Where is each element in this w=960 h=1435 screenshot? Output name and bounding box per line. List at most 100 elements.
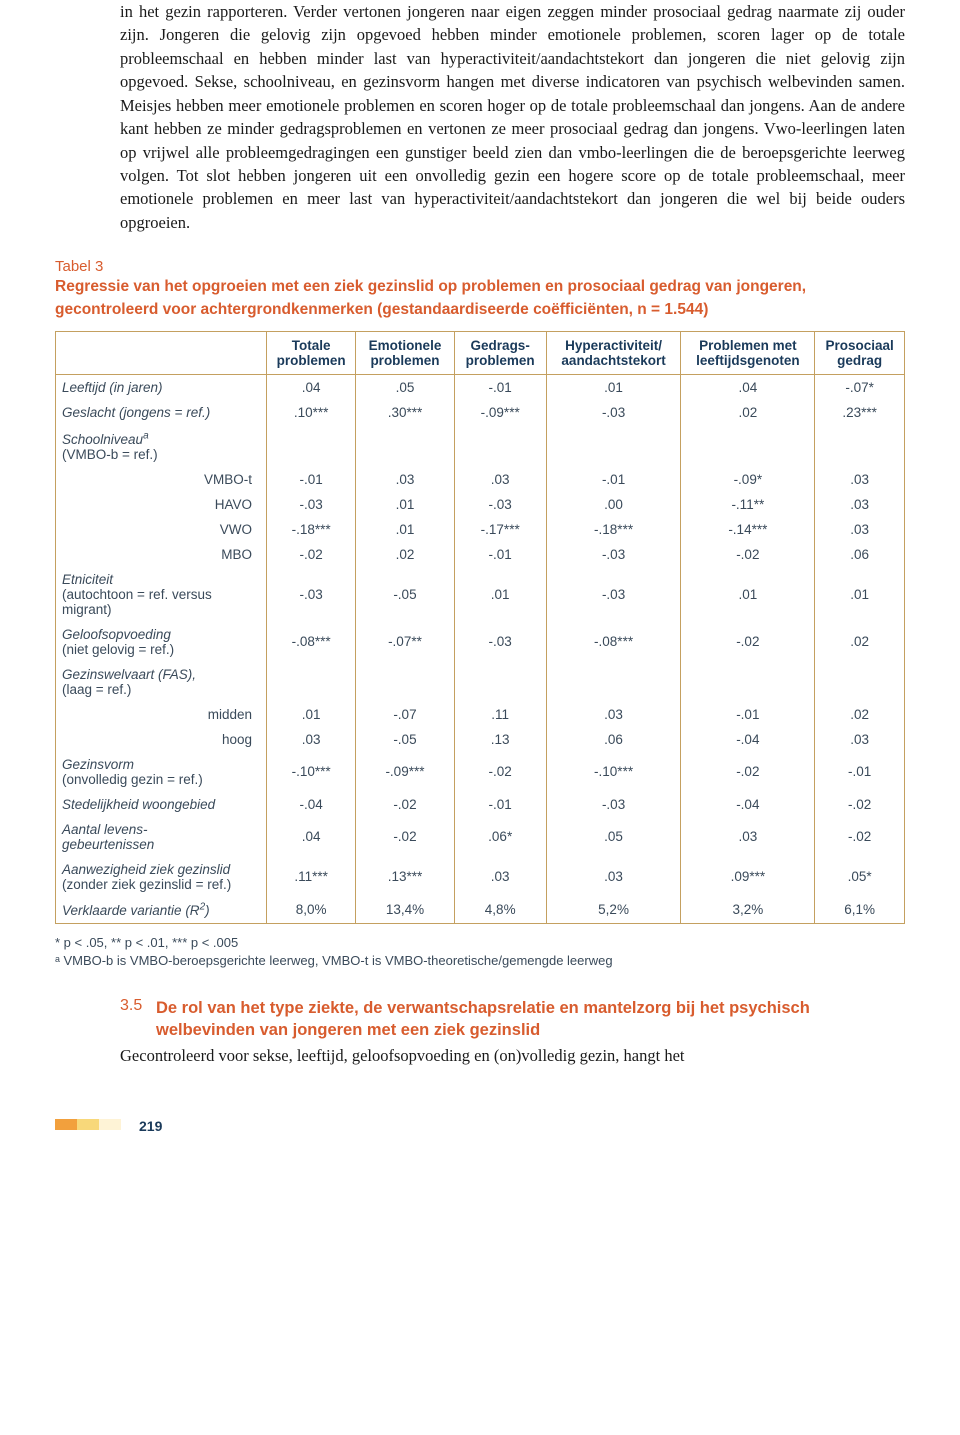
table-cell: -.03	[546, 400, 681, 425]
table-row: Aantal levens-gebeurtenissen.04-.02.06*.…	[56, 817, 905, 857]
table-cell: -.09*	[681, 467, 815, 492]
table-cell: .01	[454, 567, 546, 622]
table-cell: -.10***	[267, 752, 356, 792]
table-cell: -.04	[681, 792, 815, 817]
row-label: MBO	[56, 542, 267, 567]
table-cell: .06	[546, 727, 681, 752]
table-cell	[356, 662, 454, 702]
table-cell: .11	[454, 702, 546, 727]
table-cell: 13,4%	[356, 897, 454, 924]
row-label: HAVO	[56, 492, 267, 517]
table-cell: -.02	[454, 752, 546, 792]
table-cell: -.07**	[356, 622, 454, 662]
table-cell: .02	[815, 702, 905, 727]
col-header: Totale problemen	[267, 332, 356, 375]
table-cell: -.17***	[454, 517, 546, 542]
table-cell: -.01	[546, 467, 681, 492]
table-row: Gezinswelvaart (FAS),(laag = ref.)	[56, 662, 905, 702]
table-cell: 3,2%	[681, 897, 815, 924]
table-cell	[267, 425, 356, 467]
table-cell: -.07	[356, 702, 454, 727]
table-row: Etniciteit(autochtoon = ref. versus migr…	[56, 567, 905, 622]
table-row: Verklaarde variantie (R2)8,0%13,4%4,8%5,…	[56, 897, 905, 924]
row-label: hoog	[56, 727, 267, 752]
table-cell: .13***	[356, 857, 454, 897]
section-number: 3.5	[120, 997, 152, 1015]
table-cell	[681, 662, 815, 702]
table-cell: -.01	[815, 752, 905, 792]
table-cell	[454, 425, 546, 467]
section-heading: 3.5 De rol van het type ziekte, de verwa…	[55, 997, 905, 1042]
section-body: Gecontroleerd voor sekse, leeftijd, gelo…	[55, 1044, 905, 1067]
table-row: Gezinsvorm(onvolledig gezin = ref.)-.10*…	[56, 752, 905, 792]
table-cell: .03	[267, 727, 356, 752]
table-cell	[681, 425, 815, 467]
table-cell: -.02	[681, 622, 815, 662]
table-cell: .05*	[815, 857, 905, 897]
intro-paragraph: in het gezin rapporteren. Verder vertone…	[55, 0, 905, 234]
table-cell	[356, 425, 454, 467]
header-blank	[56, 332, 267, 375]
footnote-significance: * p < .05, ** p < .01, *** p < .005	[55, 934, 905, 952]
table-cell: .06*	[454, 817, 546, 857]
table-cell: 8,0%	[267, 897, 356, 924]
table-cell: 6,1%	[815, 897, 905, 924]
table-header-row: Totale problemen Emotionele problemen Ge…	[56, 332, 905, 375]
table-cell: -.03	[454, 622, 546, 662]
table-cell: .02	[815, 622, 905, 662]
row-label: Gezinsvorm(onvolledig gezin = ref.)	[56, 752, 267, 792]
table-cell: -.03	[546, 792, 681, 817]
table-cell: .02	[681, 400, 815, 425]
table-cell: .04	[267, 817, 356, 857]
col-header: Emotionele problemen	[356, 332, 454, 375]
table-row: VMBO-t-.01.03.03-.01-.09*.03	[56, 467, 905, 492]
table-footnotes: * p < .05, ** p < .01, *** p < .005 ᵃ VM…	[55, 934, 905, 970]
table-row: Geloofsopvoeding(niet gelovig = ref.)-.0…	[56, 622, 905, 662]
row-label: VMBO-t	[56, 467, 267, 492]
table-cell: -.03	[267, 567, 356, 622]
row-label: Verklaarde variantie (R2)	[56, 897, 267, 924]
table-cell: .06	[815, 542, 905, 567]
row-label: Geloofsopvoeding(niet gelovig = ref.)	[56, 622, 267, 662]
table-cell: -.18***	[267, 517, 356, 542]
table-cell: -.02	[356, 792, 454, 817]
table-cell: -.08***	[267, 622, 356, 662]
table-cell: 4,8%	[454, 897, 546, 924]
table-cell: .01	[267, 702, 356, 727]
table-cell: -.02	[681, 752, 815, 792]
row-label: Schoolniveaua(VMBO-b = ref.)	[56, 425, 267, 467]
table-cell: .00	[546, 492, 681, 517]
table-cell	[546, 425, 681, 467]
table-cell: .11***	[267, 857, 356, 897]
table-cell	[815, 662, 905, 702]
row-label: VWO	[56, 517, 267, 542]
row-label: Leeftijd (in jaren)	[56, 375, 267, 401]
table-cell: .01	[681, 567, 815, 622]
table-cell: .03	[454, 857, 546, 897]
table-cell: -.01	[454, 542, 546, 567]
row-label: Geslacht (jongens = ref.)	[56, 400, 267, 425]
table-cell: 5,2%	[546, 897, 681, 924]
table-cell: .03	[815, 492, 905, 517]
table-cell: -.04	[267, 792, 356, 817]
table-cell: -.03	[546, 542, 681, 567]
table-cell	[546, 662, 681, 702]
footer-color-bar	[99, 1119, 121, 1130]
table-cell: .03	[681, 817, 815, 857]
row-label: Gezinswelvaart (FAS),(laag = ref.)	[56, 662, 267, 702]
table-cell: .03	[454, 467, 546, 492]
table-cell: -.14***	[681, 517, 815, 542]
table-cell: -.05	[356, 727, 454, 752]
table-cell	[454, 662, 546, 702]
table-cell: .05	[546, 817, 681, 857]
table-cell: -.03	[454, 492, 546, 517]
table-cell: .01	[356, 517, 454, 542]
table-row: Schoolniveaua(VMBO-b = ref.)	[56, 425, 905, 467]
table-row: hoog.03-.05.13.06-.04.03	[56, 727, 905, 752]
row-label: midden	[56, 702, 267, 727]
table-cell: .04	[267, 375, 356, 401]
table-row: HAVO-.03.01-.03.00-.11**.03	[56, 492, 905, 517]
table-row: MBO-.02.02-.01-.03-.02.06	[56, 542, 905, 567]
table-cell: .09***	[681, 857, 815, 897]
table-cell: .01	[815, 567, 905, 622]
